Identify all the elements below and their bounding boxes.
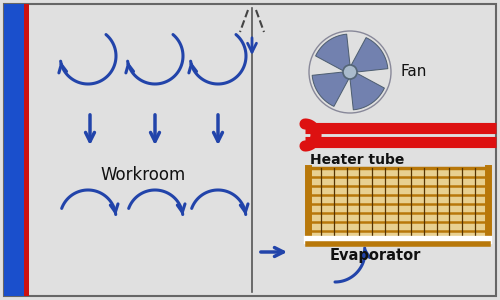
Circle shape <box>343 65 357 79</box>
Text: Heater tube: Heater tube <box>310 153 404 167</box>
Polygon shape <box>316 34 350 71</box>
Polygon shape <box>351 38 388 72</box>
Bar <box>24 4 29 296</box>
Polygon shape <box>350 73 384 110</box>
Text: Evaporator: Evaporator <box>330 248 422 263</box>
Polygon shape <box>312 72 349 106</box>
Text: Fan: Fan <box>400 64 426 80</box>
Bar <box>4 4 24 296</box>
Text: Workroom: Workroom <box>100 166 186 184</box>
Bar <box>308 168 488 240</box>
